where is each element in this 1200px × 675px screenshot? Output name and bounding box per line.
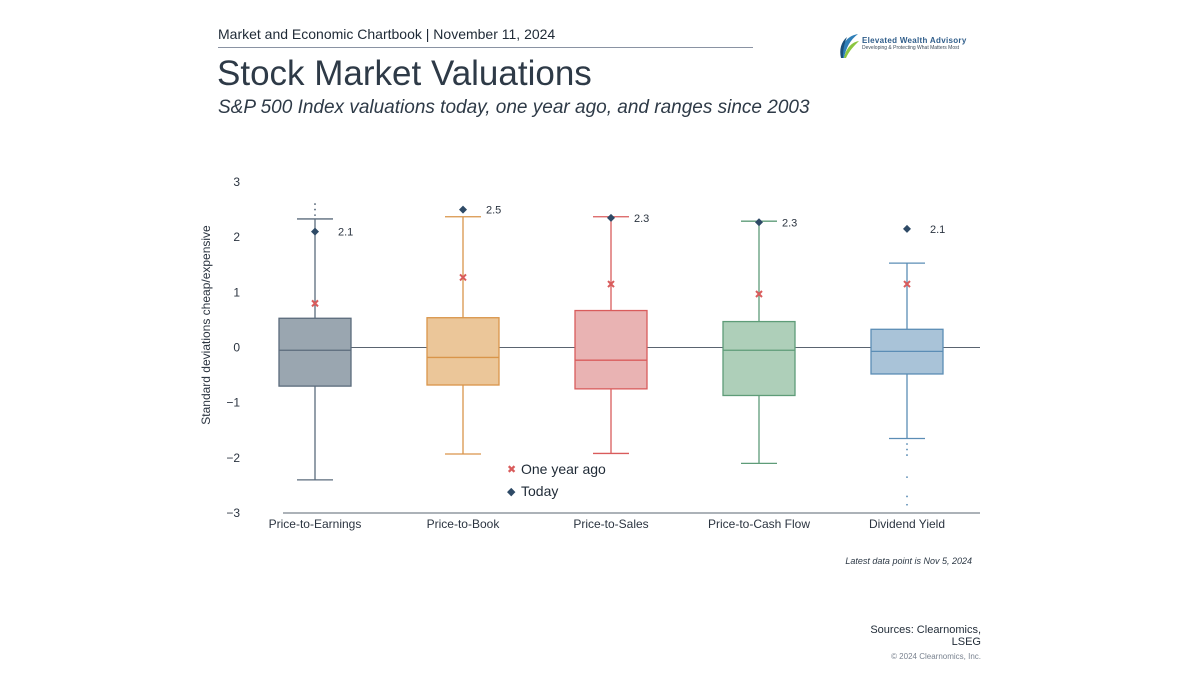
one-year-ago-marker: [903, 280, 911, 288]
outlier-point: [314, 203, 316, 205]
today-value-label: 2.1: [338, 227, 353, 239]
today-value-label: 2.1: [930, 224, 945, 236]
outlier-point: [906, 503, 908, 506]
legend-item-one-year-ago: ✖ One year ago: [507, 458, 606, 480]
box-group: 2.3: [574, 213, 649, 455]
x-tick-label: Price-to-Earnings: [269, 517, 362, 531]
box-group: 2.1: [870, 224, 945, 506]
y-tick-label: 2: [233, 230, 240, 244]
legend-label-one-year-ago: One year ago: [521, 461, 606, 477]
legend-item-today: ◆ Today: [507, 480, 606, 502]
one-year-ago-marker: [459, 273, 467, 282]
boxes-layer: 2.1 2.5 2.3 2.3 2.1: [278, 203, 945, 506]
logo-leaf-icon: [840, 34, 859, 58]
y-axis-label: Standard deviations cheap/expensive: [199, 225, 213, 425]
box-plot-chart: 3 2 1 0 −1 −2 −3 Price-to-Earnings Price-to-Boo…: [199, 175, 980, 531]
outlier-point: [906, 454, 908, 456]
logo-tagline: Developing & Protecting What Matters Mos…: [862, 45, 959, 51]
today-marker: [607, 213, 615, 222]
one-year-ago-stroke: [459, 273, 467, 282]
x-tick-label: Price-to-Cash Flow: [708, 517, 810, 531]
y-tick-label: 0: [233, 341, 240, 355]
chart-title: Stock Market Valuations: [217, 54, 592, 93]
today-marker: [311, 227, 319, 236]
today-marker: [755, 218, 763, 227]
y-axis: 3 2 1 0 −1 −2 −3: [226, 175, 240, 520]
y-tick-label: −2: [226, 451, 240, 465]
outlier-point: [314, 214, 316, 216]
today-value-label: 2.3: [782, 217, 797, 229]
outlier-point: [906, 443, 908, 445]
legend-label-today: Today: [521, 483, 559, 499]
outlier-point: [906, 476, 908, 479]
one-year-ago-stroke: [755, 290, 763, 298]
one-year-ago-stroke: [607, 280, 615, 288]
one-year-ago-marker: [607, 280, 615, 288]
today-marker: [459, 205, 467, 214]
one-year-ago-stroke: [903, 280, 911, 288]
today-value-label: 2.5: [486, 205, 501, 217]
iqr-box: [722, 320, 796, 397]
x-marker-icon: ✖: [507, 463, 517, 476]
chart-legend: ✖ One year ago ◆ Today: [507, 458, 606, 502]
one-year-ago-stroke: [311, 299, 319, 308]
diamond-marker-icon: ◆: [507, 485, 516, 498]
company-logo: Elevated Wealth Advisory Developing & Pr…: [838, 32, 978, 62]
box-group: 2.5: [426, 205, 501, 455]
box-group: 2.1: [278, 203, 353, 481]
logo-name: Elevated Wealth Advisory: [862, 36, 967, 45]
one-year-ago-marker: [311, 299, 319, 308]
y-tick-label: −3: [226, 506, 240, 520]
box-group: 2.3: [722, 217, 797, 465]
x-tick-label: Price-to-Book: [427, 517, 501, 531]
latest-data-note: Latest data point is Nov 5, 2024: [845, 556, 972, 566]
x-axis: Price-to-Earnings Price-to-Book Price-to-S…: [269, 517, 945, 531]
x-tick-label: Dividend Yield: [869, 517, 945, 531]
copyright-text: © 2024 Clearnomics, Inc.: [891, 652, 981, 661]
x-tick-label: Price-to-Sales: [573, 517, 648, 531]
today-marker: [903, 224, 911, 233]
outlier-point: [906, 495, 908, 498]
today-value-label: 2.3: [634, 213, 649, 225]
iqr-box: [574, 309, 648, 390]
y-tick-label: −1: [226, 396, 240, 410]
header-divider: [218, 47, 753, 48]
iqr-box: [426, 317, 500, 386]
sources-text: Sources: Clearnomics, LSEG: [870, 624, 981, 648]
iqr-box: [278, 317, 352, 387]
outlier-point: [906, 448, 908, 451]
chartbook-header: Market and Economic Chartbook | November…: [218, 26, 556, 42]
outlier-point: [314, 208, 316, 211]
chart-subtitle: S&P 500 Index valuations today, one year…: [218, 97, 810, 118]
one-year-ago-marker: [755, 290, 763, 298]
y-tick-label: 1: [233, 285, 240, 299]
y-tick-label: 3: [233, 175, 240, 189]
